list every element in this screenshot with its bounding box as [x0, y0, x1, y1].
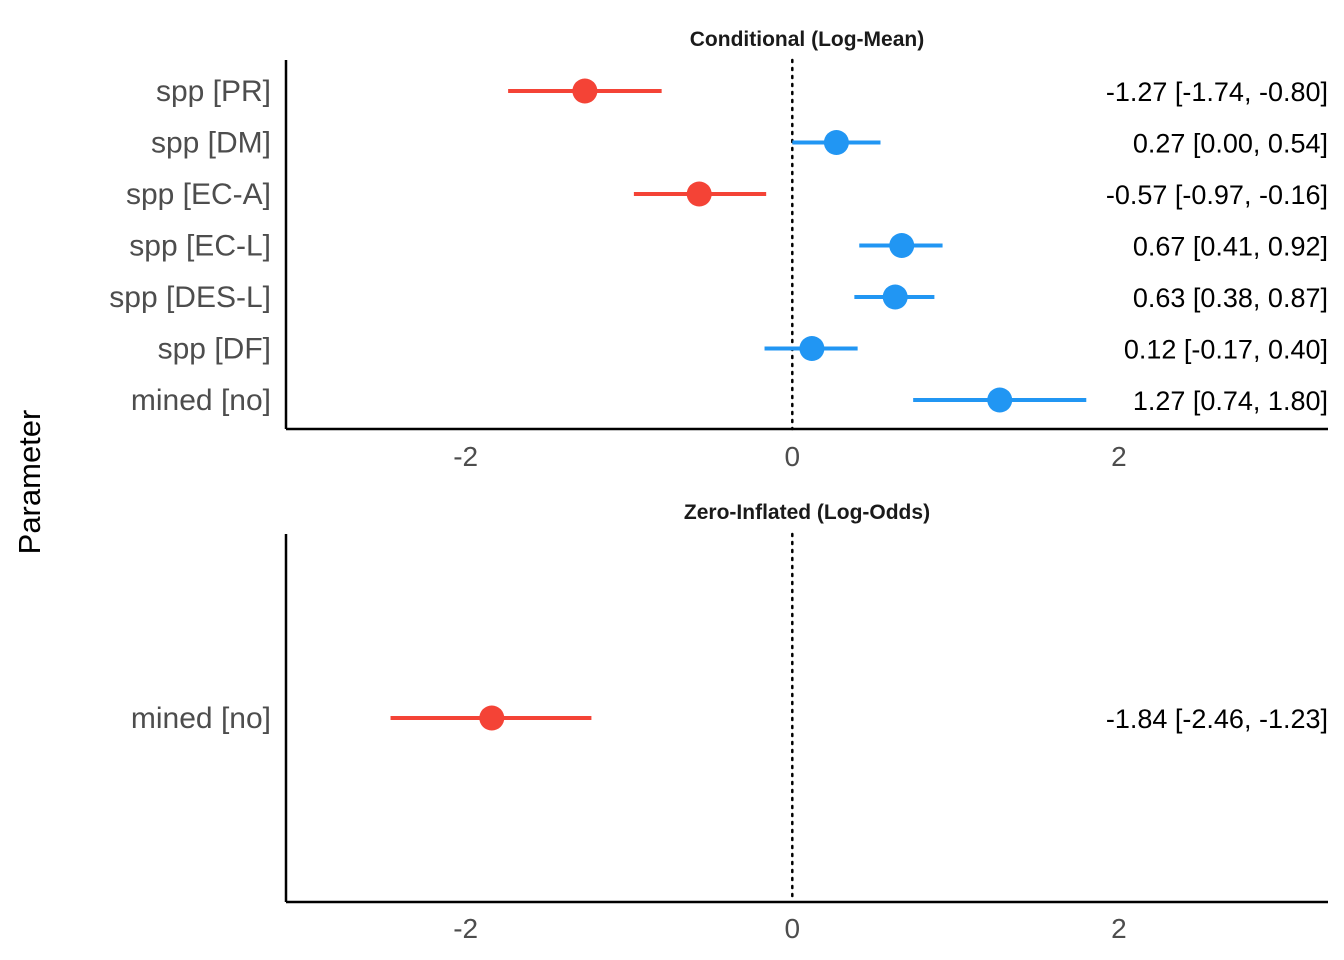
estimate-label: -0.57 [-0.97, -0.16]: [1106, 180, 1328, 210]
parameter-row: spp [DM] 0.27 [0.00, 0.54]: [151, 127, 1328, 160]
estimate-label: -1.27 [-1.74, -0.80]: [1106, 77, 1328, 107]
estimate-point: [882, 284, 908, 310]
x-tick-label: -2: [453, 441, 478, 472]
x-tick-label: 2: [1111, 441, 1127, 472]
parameter-label: spp [DES-L]: [109, 281, 271, 314]
panel-title: Zero-Inflated (Log-Odds): [684, 501, 930, 524]
x-tick-label: 2: [1111, 913, 1127, 944]
parameter-row: spp [EC-A] -0.57 [-0.97, -0.16]: [126, 178, 1328, 211]
parameter-row: spp [EC-L] 0.67 [0.41, 0.92]: [129, 230, 1328, 263]
parameter-row: spp [DES-L] 0.63 [0.38, 0.87]: [109, 281, 1328, 314]
parameter-label: spp [DM]: [151, 127, 271, 160]
parameter-row: mined [no] 1.27 [0.74, 1.80]: [131, 384, 1328, 417]
panel-2: Zero-Inflated (Log-Odds) -2 0 2 mined [no] -1…: [131, 501, 1328, 944]
panel-title: Conditional (Log-Mean): [690, 28, 924, 51]
estimate-point: [799, 336, 825, 361]
estimate-point: [823, 130, 849, 155]
estimate-label: 0.12 [-0.17, 0.40]: [1124, 335, 1328, 365]
estimate-label: 1.27 [0.74, 1.80]: [1133, 386, 1328, 416]
parameter-label: mined [no]: [131, 702, 271, 735]
x-tick-label: -2: [453, 913, 478, 944]
estimate-label: 0.67 [0.41, 0.92]: [1133, 232, 1328, 262]
x-tick-label: 0: [785, 441, 801, 472]
estimate-point: [686, 181, 712, 207]
y-axis-title: Parameter: [12, 410, 47, 555]
estimate-point: [889, 233, 915, 258]
estimate-point: [572, 78, 598, 104]
estimate-point: [987, 387, 1013, 413]
panel-1: Conditional (Log-Mean) -2 0 2 spp [PR] -1.27 …: [109, 28, 1328, 472]
parameter-label: spp [DF]: [158, 333, 271, 366]
parameter-label: mined [no]: [131, 384, 271, 417]
estimate-label: -1.84 [-2.46, -1.23]: [1106, 704, 1328, 734]
parameter-row: spp [DF] 0.12 [-0.17, 0.40]: [158, 333, 1328, 366]
x-tick-label: 0: [785, 913, 801, 944]
parameter-label: spp [EC-L]: [129, 230, 271, 263]
parameter-row: spp [PR] -1.27 [-1.74, -0.80]: [156, 75, 1328, 108]
estimate-label: 0.63 [0.38, 0.87]: [1133, 283, 1328, 313]
parameter-row: mined [no] -1.84 [-2.46, -1.23]: [131, 702, 1328, 735]
estimate-label: 0.27 [0.00, 0.54]: [1133, 129, 1328, 159]
parameter-label: spp [EC-A]: [126, 178, 271, 211]
estimate-point: [479, 705, 505, 731]
parameter-label: spp [PR]: [156, 75, 271, 108]
